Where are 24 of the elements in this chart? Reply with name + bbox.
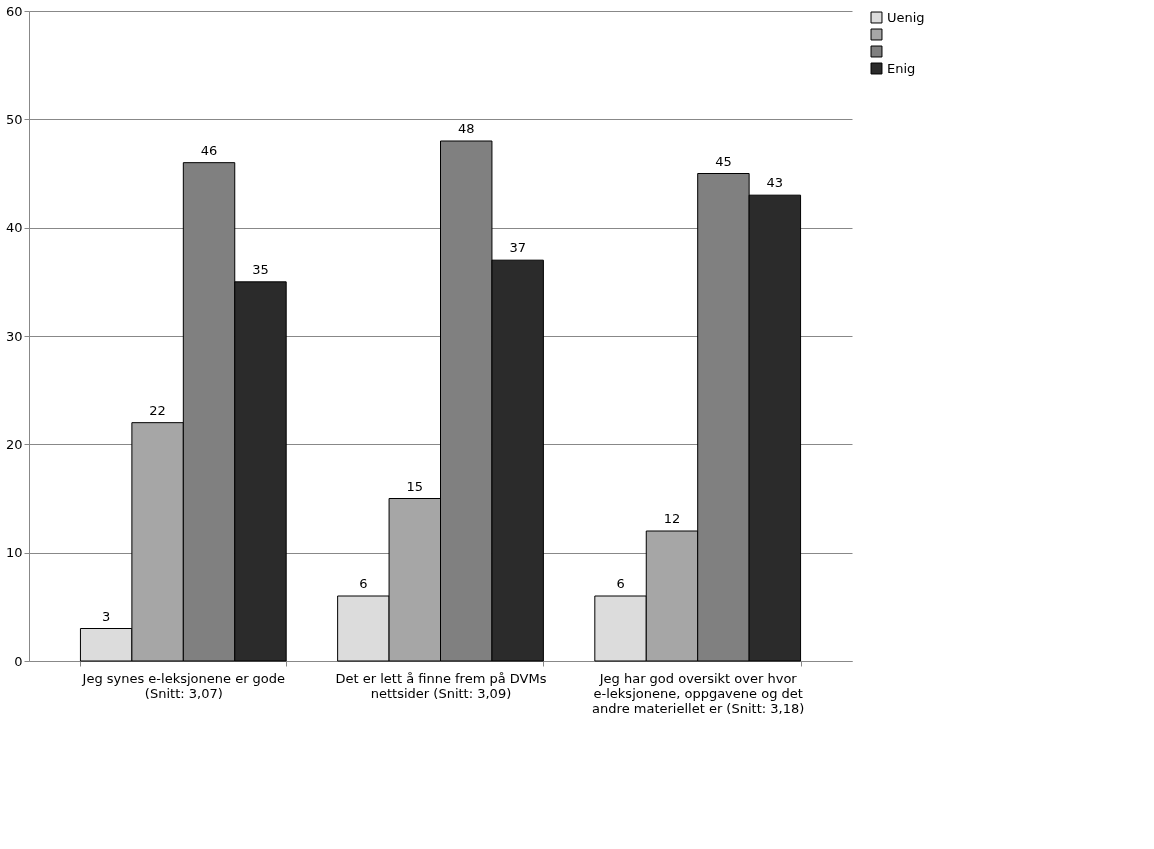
y-tick-label: 0	[14, 653, 23, 669]
y-tick-label: 30	[5, 328, 23, 344]
data-label: 3	[102, 608, 111, 624]
y-tick-label: 20	[5, 436, 23, 452]
data-label: 15	[406, 478, 424, 494]
x-tick-label: Det er lett å finne frem på DVMs nettsider (Snitt: 3,09)	[335, 670, 547, 701]
data-label: 46	[200, 142, 218, 158]
data-label: 6	[616, 576, 625, 591]
data-label: 22	[149, 402, 166, 418]
x-tick-label: Jeg synes e-leksjonene er gode (Snitt: 3,07)	[81, 670, 286, 701]
data-label: 6	[359, 576, 368, 591]
data-label: 45	[715, 153, 732, 169]
y-tick-label: 10	[5, 545, 23, 561]
y-tick-label: 60	[5, 3, 23, 19]
data-label: 35	[252, 261, 269, 277]
data-label: 37	[509, 240, 526, 256]
y-tick-label: 50	[5, 111, 23, 127]
data-label: 12	[663, 511, 681, 526]
data-label: 43	[766, 175, 784, 191]
x-tick-label: Jeg har god oversikt over hvor e-leksjonene, oppgavene og det andre materiellet er (Snitt: 3,18)	[592, 670, 805, 716]
data-label: 48	[457, 121, 475, 136]
y-tick-label: 40	[5, 220, 23, 236]
legend-label: Uenig	[887, 9, 925, 25]
legend-label: Enig	[887, 60, 916, 76]
